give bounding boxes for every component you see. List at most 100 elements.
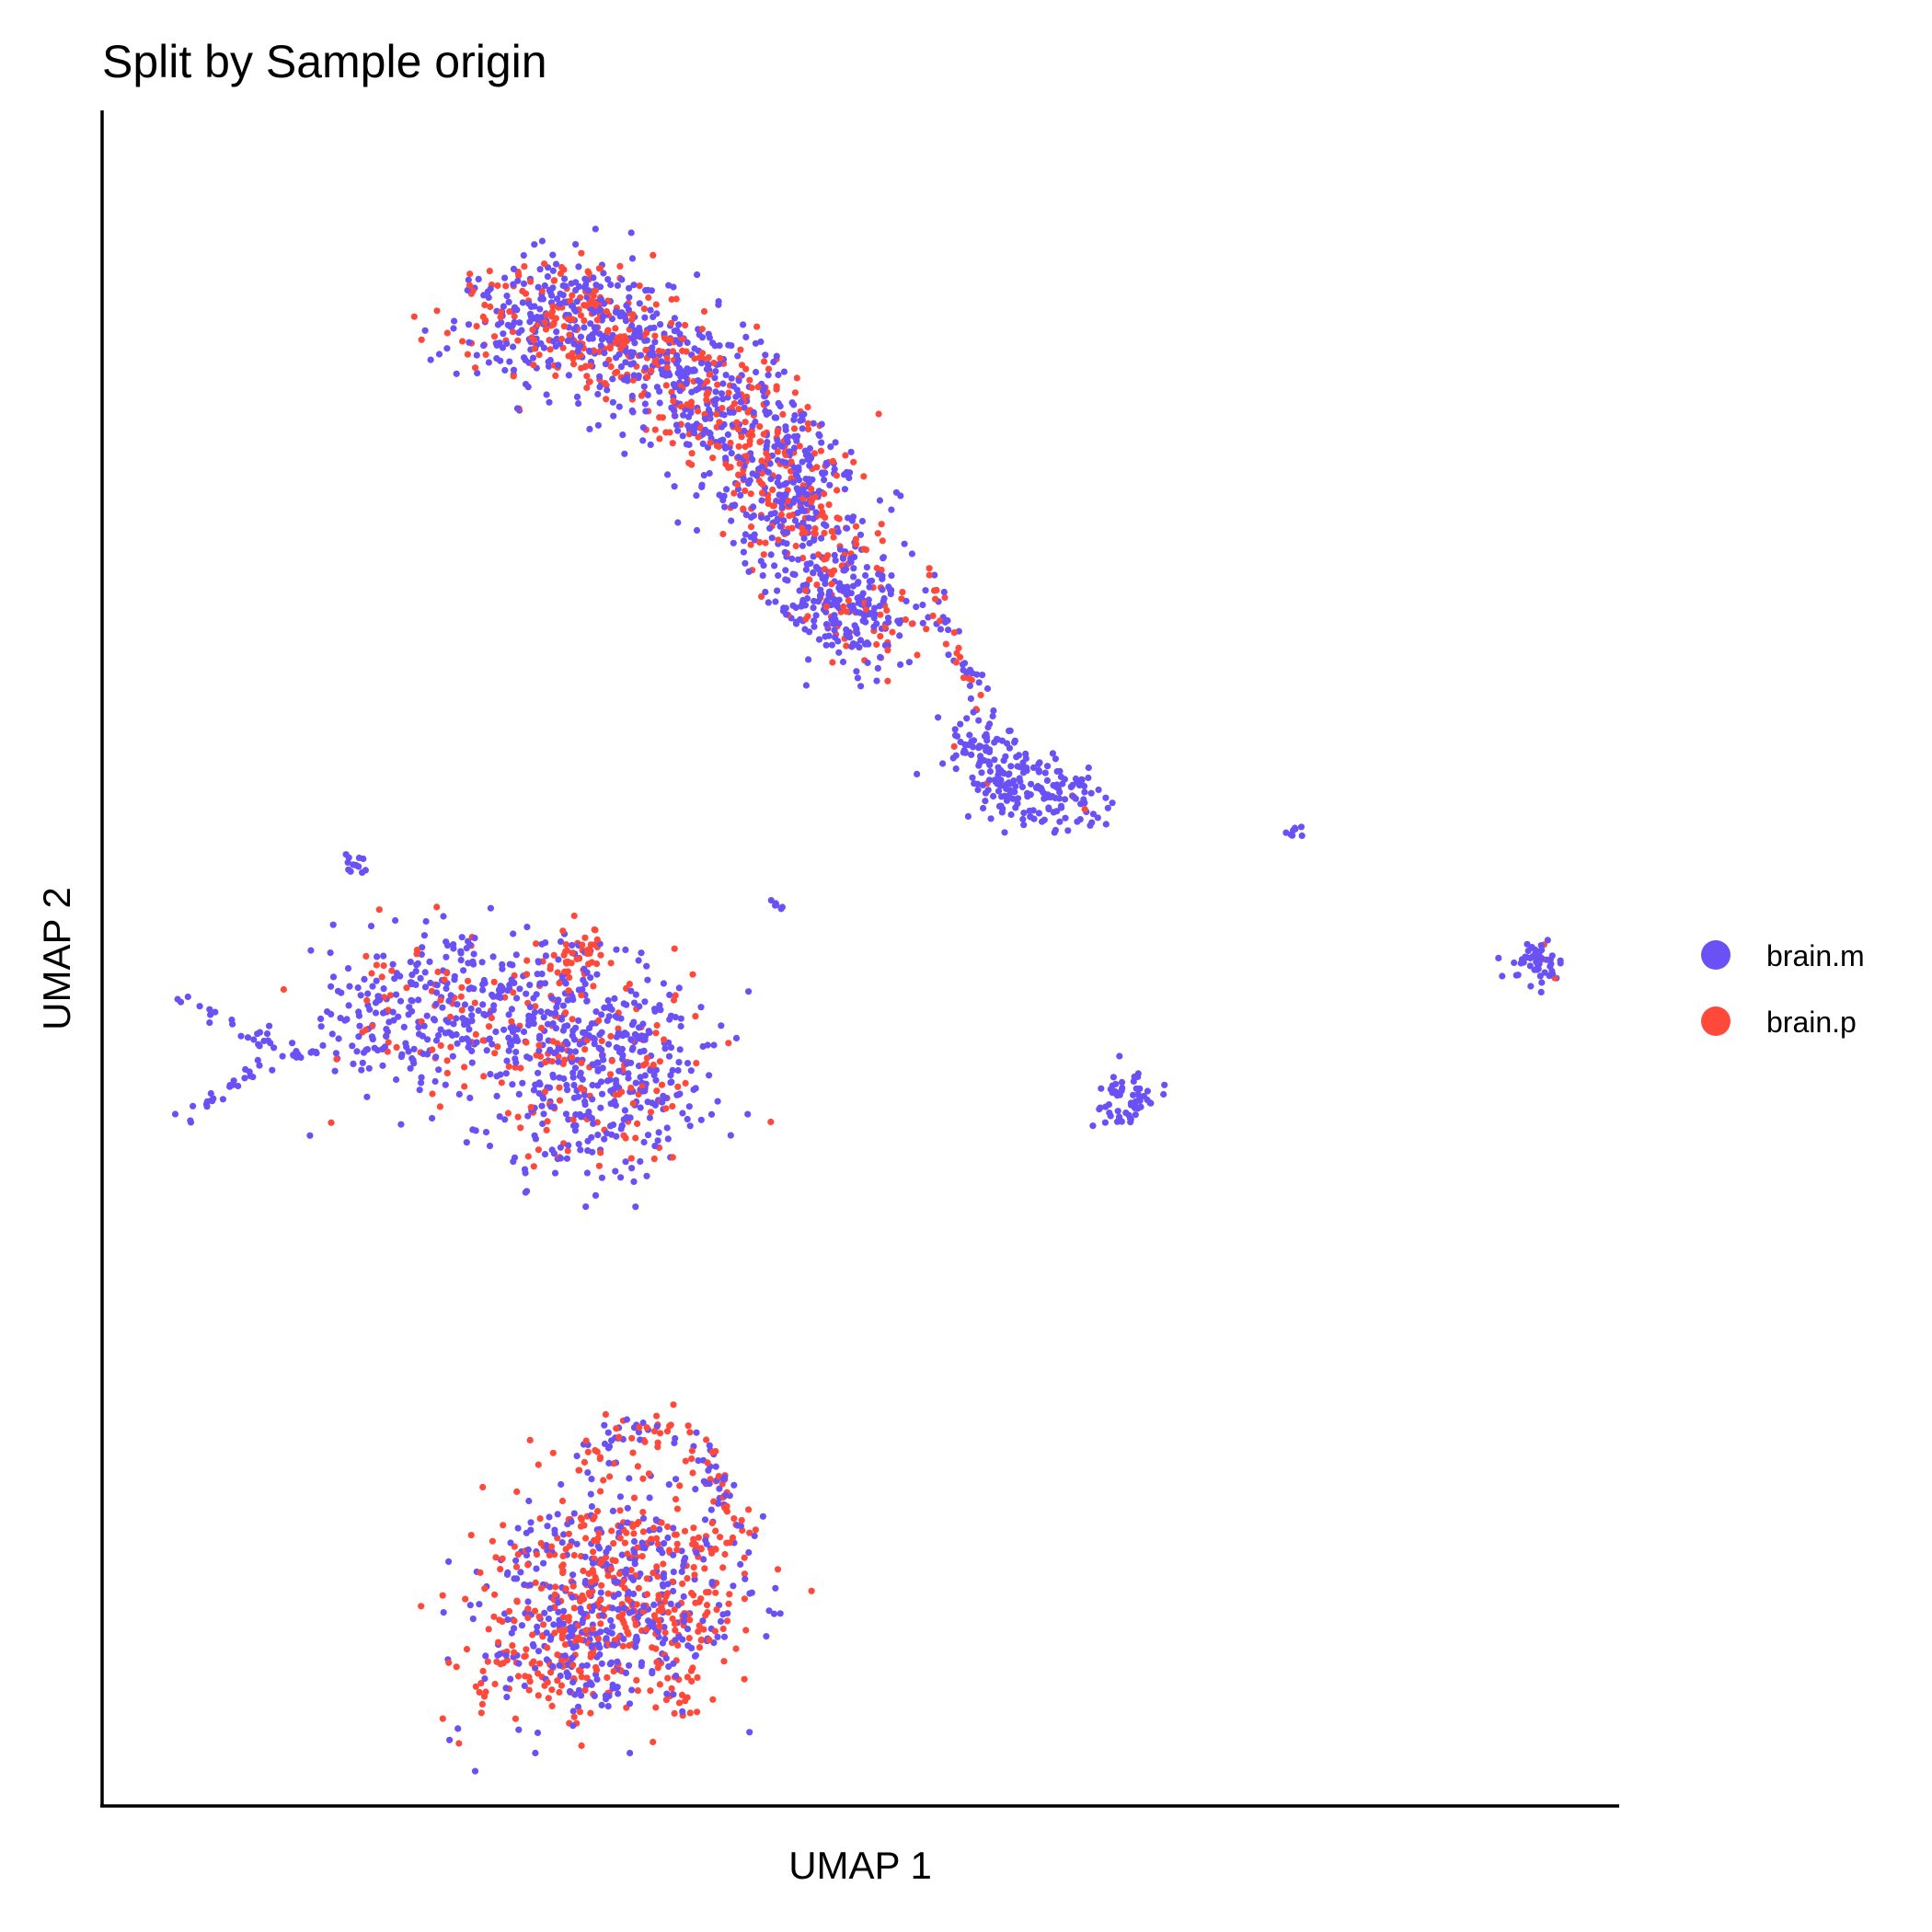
- point-brain-m: [381, 1043, 388, 1051]
- point-brain-p: [732, 1645, 740, 1652]
- point-brain-m: [587, 320, 594, 328]
- point-brain-m: [1292, 825, 1299, 833]
- point-brain-m: [774, 515, 781, 523]
- point-brain-m: [897, 492, 904, 500]
- point-brain-m: [429, 1114, 436, 1122]
- point-brain-m: [525, 1497, 533, 1505]
- point-brain-p: [720, 1658, 728, 1665]
- point-brain-m: [421, 969, 429, 976]
- legend-label-brain-m: brain.m: [1766, 939, 1865, 972]
- point-brain-p: [703, 397, 710, 404]
- point-brain-m: [1076, 816, 1084, 823]
- point-brain-m: [342, 851, 350, 858]
- point-brain-p: [881, 623, 889, 631]
- point-brain-m: [670, 1587, 677, 1595]
- chart-title: Split by Sample origin: [102, 36, 547, 87]
- point-brain-m: [549, 284, 557, 292]
- point-brain-p: [523, 1039, 530, 1046]
- point-brain-p: [811, 530, 819, 537]
- point-brain-m: [507, 1539, 514, 1547]
- point-brain-m: [730, 1481, 738, 1489]
- point-brain-m: [355, 1033, 362, 1041]
- point-brain-m: [627, 987, 635, 995]
- point-brain-m: [675, 984, 683, 992]
- point-brain-m: [465, 321, 473, 328]
- point-brain-p: [760, 431, 767, 438]
- point-brain-m: [642, 408, 650, 415]
- point-brain-m: [501, 274, 509, 282]
- point-brain-m: [604, 1041, 613, 1048]
- point-brain-m: [346, 983, 353, 990]
- point-brain-m: [645, 1617, 652, 1625]
- point-brain-m: [1003, 781, 1010, 788]
- point-brain-m: [706, 1072, 713, 1079]
- point-brain-m: [799, 600, 806, 607]
- point-brain-m: [557, 1155, 565, 1162]
- point-brain-m: [555, 1608, 562, 1616]
- point-brain-m: [632, 991, 639, 998]
- point-brain-m: [512, 1557, 520, 1564]
- point-brain-m: [620, 312, 627, 319]
- point-brain-p: [608, 1057, 615, 1064]
- point-brain-m: [732, 1034, 741, 1041]
- point-brain-p: [607, 362, 615, 371]
- point-brain-m: [527, 1519, 535, 1526]
- point-brain-m: [433, 989, 441, 996]
- point-brain-m: [596, 1650, 604, 1658]
- point-brain-p: [725, 1040, 732, 1047]
- point-brain-p: [704, 389, 711, 397]
- point-brain-m: [644, 976, 651, 983]
- point-brain-m: [831, 596, 838, 604]
- point-brain-p: [669, 1154, 676, 1161]
- point-brain-m: [713, 396, 720, 403]
- point-brain-p: [804, 420, 811, 427]
- point-brain-m: [513, 1036, 521, 1043]
- point-brain-m: [835, 596, 843, 604]
- point-brain-m: [857, 531, 865, 538]
- point-brain-m: [800, 535, 808, 542]
- point-brain-p: [689, 1469, 696, 1477]
- point-brain-m: [544, 1020, 552, 1028]
- point-brain-p: [505, 1607, 513, 1615]
- point-brain-m: [795, 556, 802, 563]
- point-brain-p: [850, 458, 857, 466]
- point-brain-m: [354, 984, 362, 992]
- point-brain-p: [713, 1606, 720, 1614]
- point-brain-m: [772, 900, 779, 907]
- point-brain-m: [781, 548, 788, 556]
- point-brain-m: [601, 1135, 608, 1143]
- point-brain-m: [574, 348, 581, 355]
- point-brain-m: [1140, 1092, 1147, 1100]
- point-brain-m: [728, 450, 735, 457]
- point-brain-m: [754, 466, 763, 473]
- point-brain-p: [672, 1627, 679, 1634]
- point-brain-p: [650, 1428, 659, 1435]
- point-brain-p: [554, 1651, 561, 1659]
- point-brain-m: [699, 440, 707, 447]
- point-brain-m: [975, 717, 983, 724]
- point-brain-p: [535, 1613, 543, 1620]
- point-brain-m: [984, 723, 992, 731]
- point-brain-m: [770, 358, 777, 366]
- point-brain-m: [597, 1628, 604, 1636]
- point-brain-m: [864, 659, 871, 667]
- point-brain-m: [410, 1045, 418, 1052]
- point-brain-m: [279, 1052, 286, 1060]
- point-brain-p: [689, 1540, 696, 1548]
- point-brain-m: [473, 351, 480, 359]
- point-brain-p: [842, 452, 849, 459]
- point-brain-m: [885, 618, 892, 626]
- point-brain-m: [810, 604, 817, 612]
- point-brain-m: [745, 568, 753, 576]
- point-brain-m: [520, 280, 528, 287]
- point-brain-m: [570, 1510, 578, 1517]
- point-brain-m: [693, 1549, 700, 1557]
- point-brain-m: [597, 1104, 604, 1111]
- point-brain-p: [481, 301, 489, 309]
- point-brain-p: [883, 606, 891, 615]
- point-brain-m: [545, 362, 553, 370]
- point-brain-p: [658, 1081, 666, 1088]
- point-brain-m: [453, 1030, 460, 1039]
- point-brain-m: [524, 1112, 532, 1120]
- point-brain-p: [681, 1527, 689, 1535]
